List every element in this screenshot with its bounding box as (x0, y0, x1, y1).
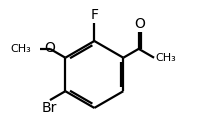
Text: Br: Br (42, 101, 57, 115)
Text: F: F (90, 8, 98, 22)
Text: O: O (135, 17, 146, 31)
Text: O: O (44, 41, 55, 55)
Text: CH₃: CH₃ (155, 53, 176, 63)
Text: CH₃: CH₃ (10, 44, 31, 54)
